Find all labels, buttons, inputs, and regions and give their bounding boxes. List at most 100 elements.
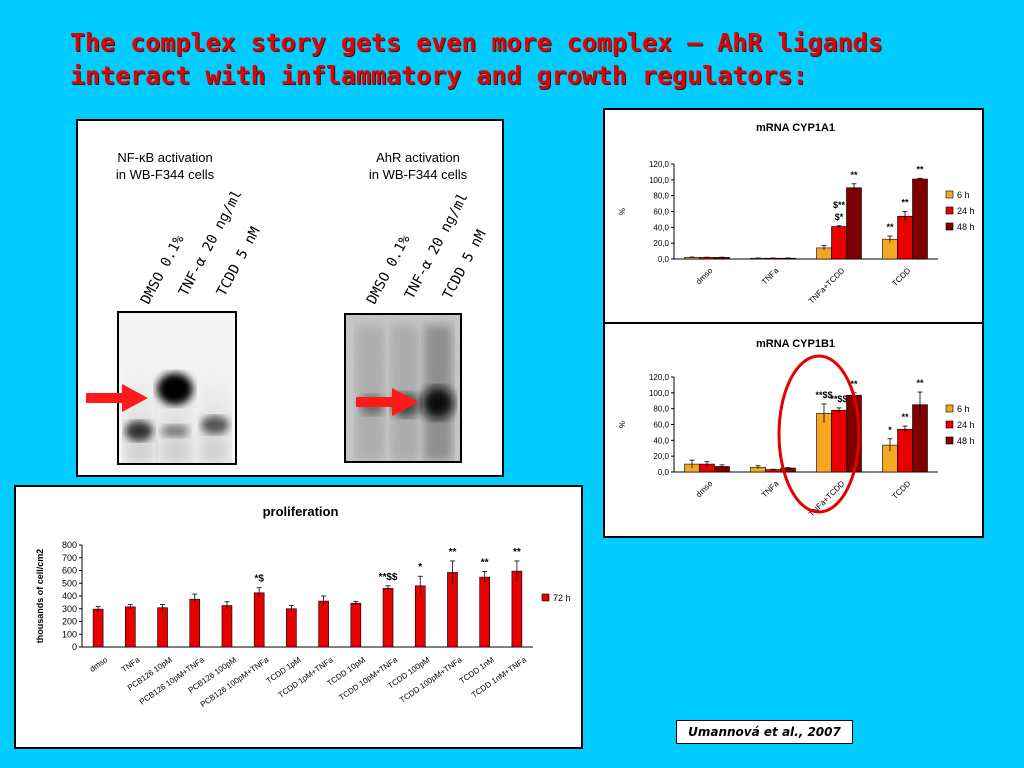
x-tick-label: TCDD	[890, 479, 912, 501]
legend-swatch	[945, 206, 954, 215]
legend-label: 6 h	[957, 404, 970, 414]
bar	[511, 570, 523, 648]
y-tick-label: 300	[62, 604, 77, 614]
significance-annotation: **	[449, 547, 457, 558]
y-tick-label: 120,0	[649, 160, 670, 169]
bar	[382, 588, 394, 648]
bar	[479, 576, 490, 648]
ahr-blot-bands	[346, 315, 460, 461]
significance-annotation: **	[916, 378, 924, 388]
bar	[846, 187, 862, 260]
bar	[897, 215, 913, 260]
ahr-arrow-icon	[356, 388, 418, 416]
nfkb-caption: NF-κB activation in WB-F344 cells	[115, 150, 215, 182]
x-tick-label: TNFa	[760, 266, 781, 287]
legend-swatch	[945, 420, 954, 429]
lane-label-dmso-left: DMSO 0.1%	[137, 232, 188, 307]
y-axis-label: thousands of cell/cm2	[35, 549, 45, 644]
y-tick-label: 80,0	[653, 405, 669, 414]
bar	[125, 606, 136, 648]
x-tick-label: dmso	[694, 266, 715, 287]
bar	[221, 605, 233, 648]
x-tick-label: TCDD	[890, 266, 912, 288]
significance-annotation: *	[418, 562, 422, 573]
cyp1b1-chart-panel: mRNA CYP1B1 0,0 20,0 40,0 60,0 80,0 100,0 120,…	[603, 322, 984, 538]
cyp1a1-chart-panel: mRNA CYP1A1 0,0 20,0 40,0 60,0 80,0 100,0 120,…	[603, 108, 984, 324]
y-tick-label: 100	[62, 629, 77, 639]
proliferation-chart-title: proliferation	[262, 504, 339, 519]
highlight-circle	[777, 354, 861, 514]
x-tick-label: TCDD 1nM+TNFa	[470, 655, 529, 700]
legend-swatch	[945, 222, 954, 231]
cyp1b1-chart-title: mRNA CYP1B1	[755, 338, 836, 350]
legend-label: 48 h	[957, 222, 975, 232]
cyp1a1-chart: 0,0 20,0 40,0 60,0 80,0 100,0 120,0% dmso TNFa TN…	[618, 160, 975, 306]
significance-annotation: **	[513, 547, 521, 558]
citation-credit: Umannová et al., 2007	[676, 720, 853, 744]
y-tick-label: 400	[62, 591, 77, 601]
bar	[189, 598, 201, 648]
significance-annotation: **	[481, 557, 489, 568]
cyp1a1-chart-title: mRNA CYP1A1	[755, 122, 836, 134]
significance-annotation: *$	[254, 574, 264, 585]
legend-label: 6 h	[957, 190, 970, 200]
y-tick-label: 20,0	[653, 239, 669, 248]
legend-label: 24 h	[957, 206, 975, 216]
y-tick-label: 100,0	[649, 176, 670, 185]
bar	[253, 592, 265, 648]
y-tick-label: 20,0	[653, 452, 669, 461]
bar	[286, 608, 297, 648]
y-axis-label: %	[618, 421, 627, 428]
significance-annotation: *	[888, 425, 892, 435]
x-tick-label: dmso	[694, 479, 715, 500]
significance-annotation: **	[850, 379, 858, 389]
proliferation-chart-panel: proliferation 0 100 200 300 400 500 600 700 800 t…	[14, 485, 583, 749]
ahr-caption: AhR activation in WB-F344 cells	[368, 150, 468, 182]
y-tick-label: 200	[62, 617, 77, 627]
x-tick-label: TCDD 10pM+TNFa	[337, 655, 399, 702]
legend-swatch	[541, 593, 550, 602]
y-tick-label: 800	[62, 540, 77, 550]
y-tick-label: 0	[72, 642, 77, 652]
x-tick-label: TNFa+TCDD	[807, 266, 847, 306]
significance-annotation: **$$	[815, 390, 832, 400]
nfkb-blot-bands	[119, 313, 235, 463]
significance-annotation: **	[901, 412, 909, 422]
significance-annotation: **	[850, 170, 858, 180]
y-tick-label: 700	[62, 553, 77, 563]
bar	[912, 178, 928, 260]
legend-swatch	[945, 404, 954, 413]
y-tick-label: 0,0	[658, 255, 670, 264]
legend-swatch	[945, 190, 954, 199]
y-tick-label: 60,0	[653, 208, 669, 217]
x-tick-label: TNFa	[760, 479, 781, 500]
y-tick-label: 120,0	[649, 373, 670, 382]
proliferation-chart: 0 100 200 300 400 500 600 700 800 thousands of ce…	[35, 540, 571, 709]
y-axis-label: %	[618, 208, 627, 215]
y-tick-label: 60,0	[653, 421, 669, 430]
bar	[350, 602, 362, 648]
bar	[157, 607, 168, 648]
bar	[831, 226, 847, 260]
y-tick-label: 0,0	[658, 468, 670, 477]
bar	[831, 409, 847, 473]
bar	[714, 257, 730, 260]
slide-title: The complex story gets even more complex…	[70, 28, 883, 90]
significance-annotation: $**	[833, 200, 846, 210]
x-tick-label: dmso	[88, 655, 110, 674]
significance-annotation: **	[916, 164, 924, 174]
x-tick-label: TNFa	[120, 655, 142, 674]
y-tick-label: 40,0	[653, 436, 669, 445]
bar	[92, 608, 104, 648]
nfkb-arrow-icon	[86, 384, 148, 412]
blot-panel: NF-κB activation in WB-F344 cells AhR ac…	[76, 119, 504, 477]
legend-swatch	[945, 436, 954, 445]
y-tick-label: 100,0	[649, 389, 670, 398]
ahr-blot-image	[344, 313, 462, 463]
significance-annotation: **	[886, 222, 894, 232]
bar	[699, 257, 715, 260]
y-tick-label: 80,0	[653, 192, 669, 201]
x-tick-label: TCDD 1pM+TNFa	[277, 655, 336, 700]
significance-annotation: **$$	[379, 572, 398, 583]
